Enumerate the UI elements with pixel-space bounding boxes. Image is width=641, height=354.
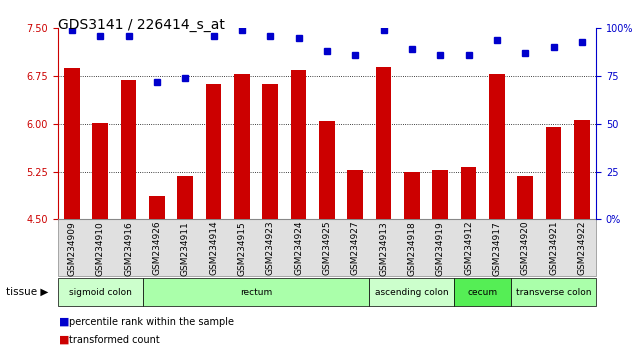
Bar — [206, 84, 221, 219]
Text: transformed count: transformed count — [69, 335, 160, 345]
Bar — [178, 176, 193, 219]
Text: ascending colon: ascending colon — [375, 287, 449, 297]
Bar — [149, 196, 165, 219]
Text: sigmoid colon: sigmoid colon — [69, 287, 131, 297]
Bar — [347, 170, 363, 219]
Text: GDS3141 / 226414_s_at: GDS3141 / 226414_s_at — [58, 18, 224, 32]
Bar — [121, 80, 137, 219]
Bar — [489, 74, 504, 219]
Bar — [234, 74, 250, 219]
Bar — [376, 67, 392, 219]
Bar — [262, 84, 278, 219]
Text: percentile rank within the sample: percentile rank within the sample — [69, 317, 234, 327]
Bar — [433, 170, 448, 219]
Text: ■: ■ — [59, 317, 69, 327]
Bar — [574, 120, 590, 219]
Text: rectum: rectum — [240, 287, 272, 297]
Bar — [404, 172, 420, 219]
Text: cecum: cecum — [468, 287, 498, 297]
Text: tissue ▶: tissue ▶ — [6, 287, 49, 297]
Text: ■: ■ — [59, 335, 69, 345]
Bar — [546, 127, 562, 219]
Bar — [291, 70, 306, 219]
Bar — [64, 68, 79, 219]
Bar — [517, 176, 533, 219]
Bar — [461, 167, 476, 219]
Text: transverse colon: transverse colon — [516, 287, 592, 297]
Bar — [92, 123, 108, 219]
Bar — [319, 121, 335, 219]
